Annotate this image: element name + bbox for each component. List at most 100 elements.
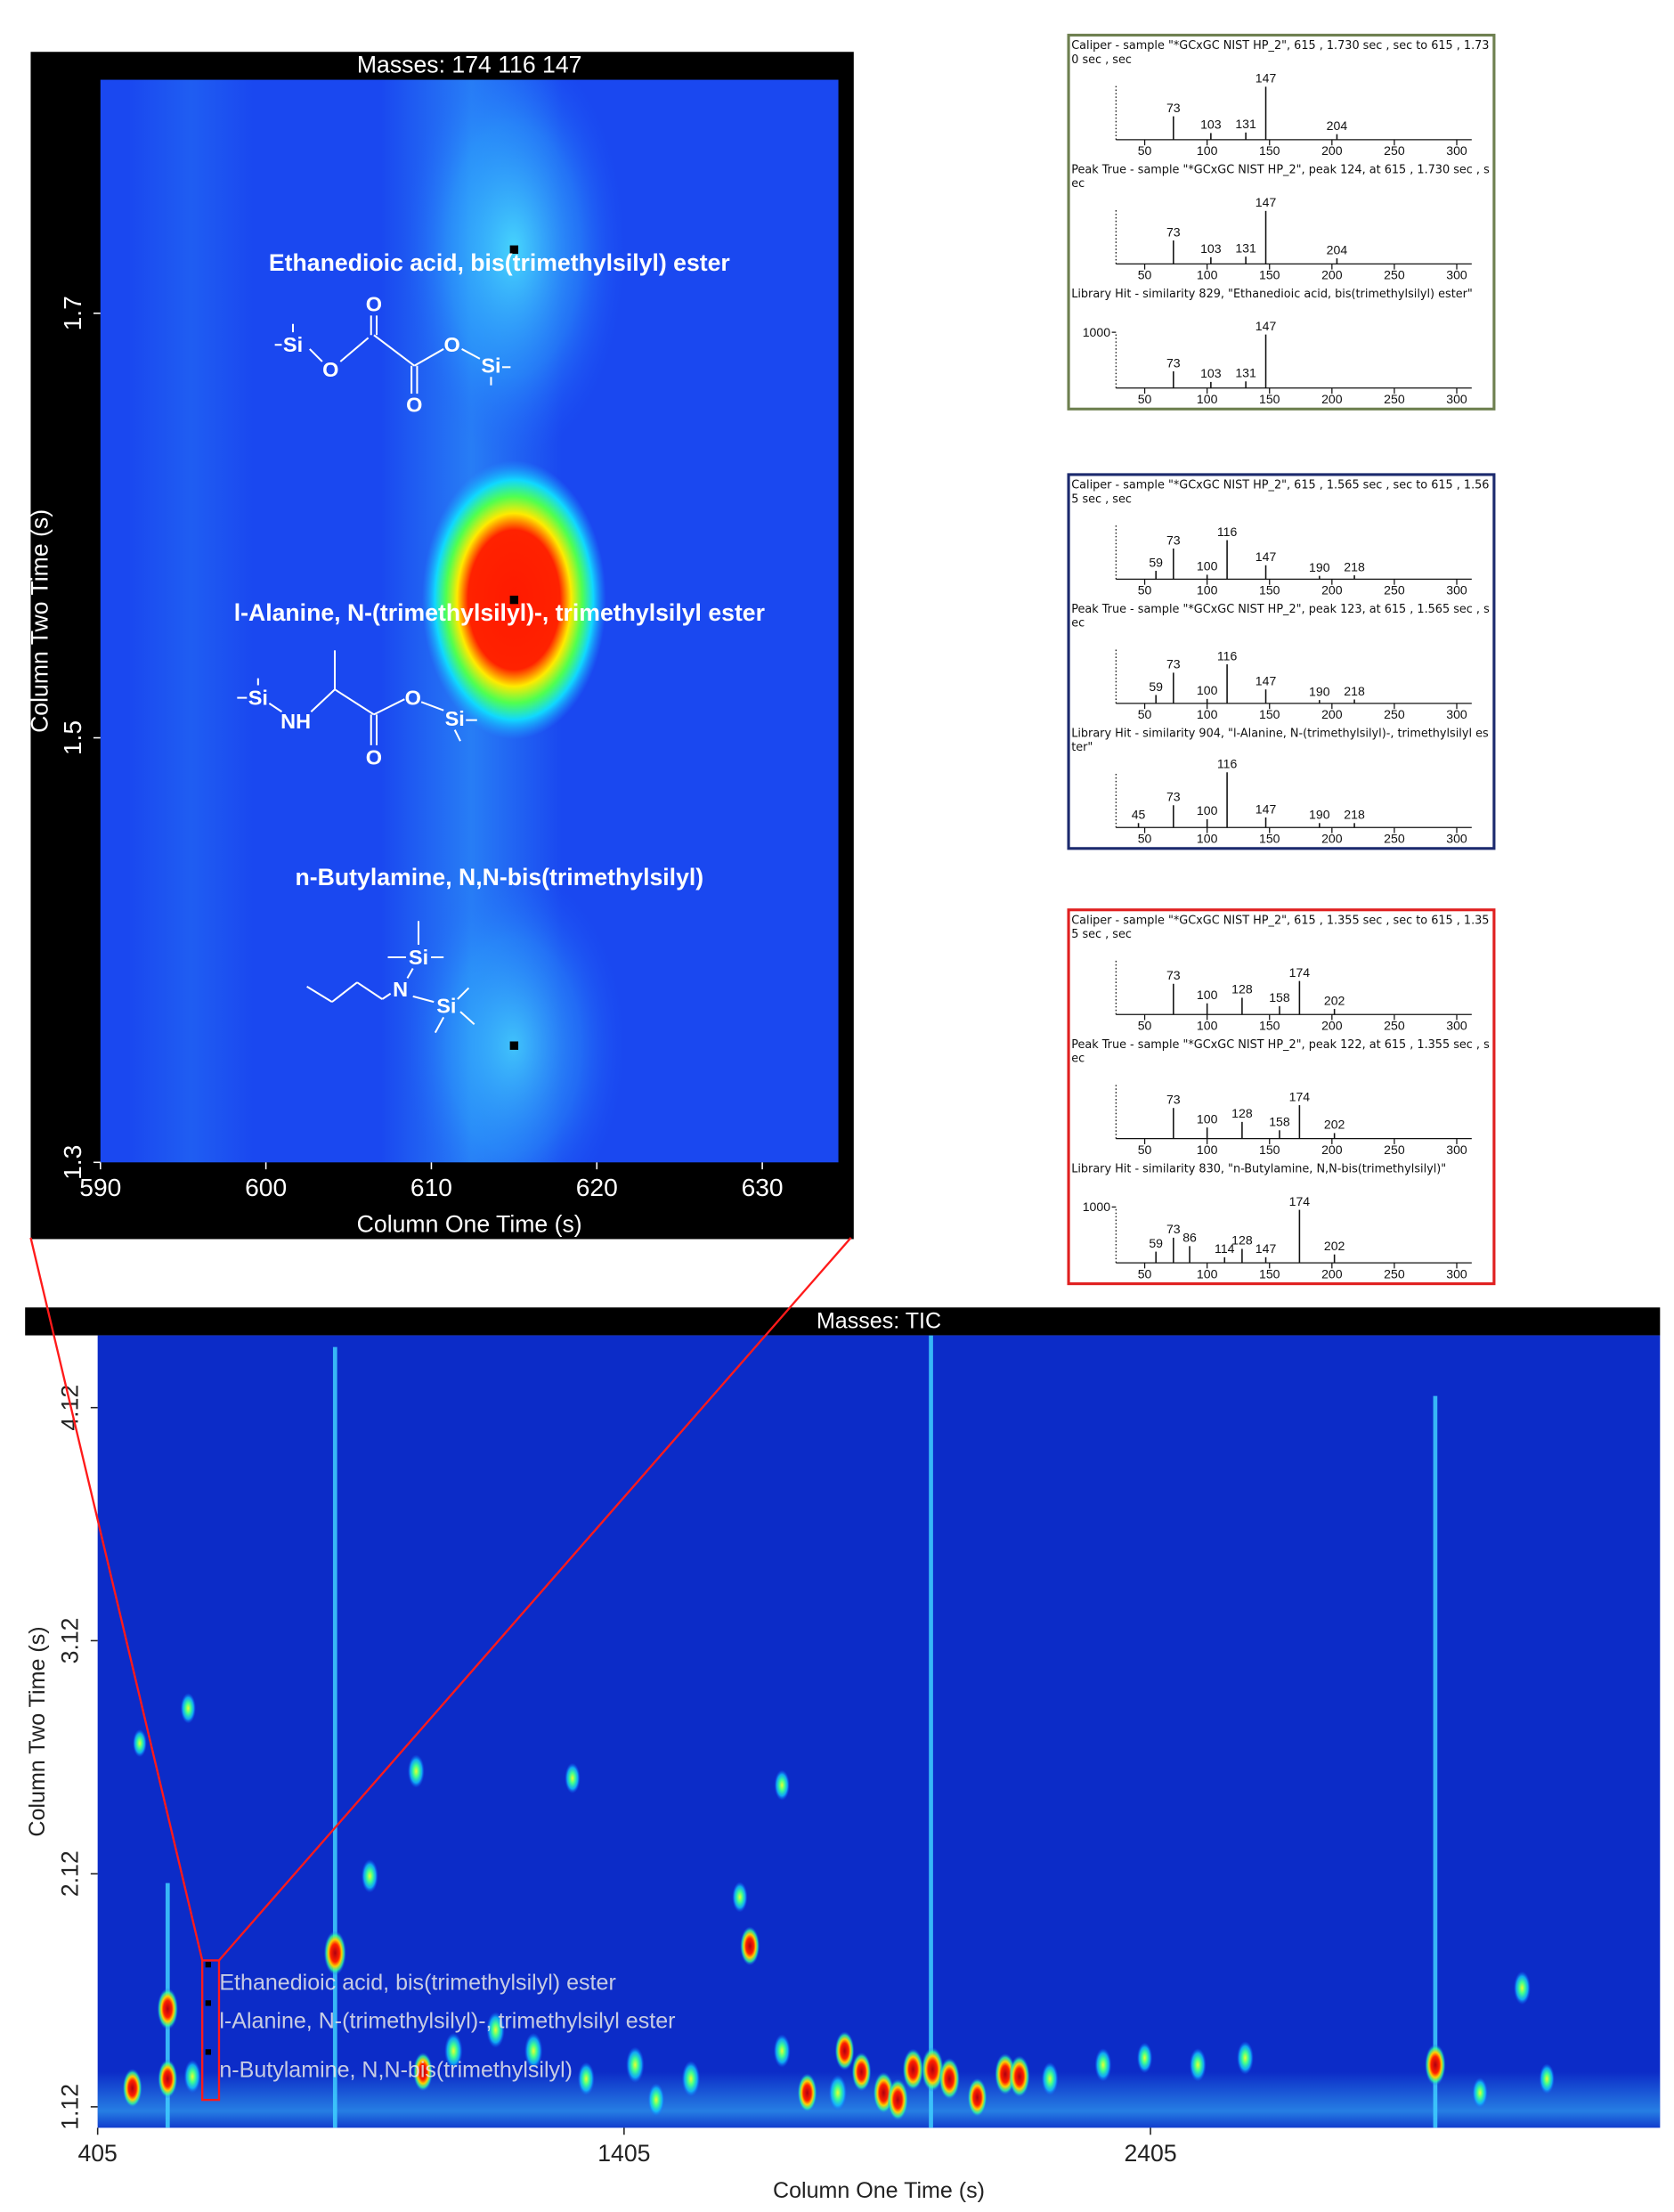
x-tick-label: 250	[1384, 1018, 1405, 1032]
x-tick-label: 200	[1321, 143, 1343, 158]
peak-annotation: Ethanedioic acid, bis(trimethylsilyl) es…	[219, 1970, 615, 1995]
peak-label: 131	[1235, 366, 1256, 380]
spot	[1514, 1972, 1531, 2005]
x-tick-label: 200	[1321, 268, 1343, 282]
peak-label: 116	[1217, 525, 1238, 539]
x-tick-label: 50	[1138, 707, 1152, 721]
peak-annotation: n-Butylamine, N,N-bis(trimethylsilyl)	[296, 864, 704, 890]
spectrum-title: Caliper - sample "*GCxGC NIST HP_2", 615…	[1071, 914, 1492, 940]
y-tick-label: 1000	[1083, 325, 1111, 339]
x-axis-label: Column One Time (s)	[773, 2178, 985, 2203]
peak-label: 73	[1166, 533, 1181, 547]
spot	[578, 2062, 595, 2096]
peak-label: 202	[1324, 993, 1345, 1007]
spot	[1042, 2062, 1059, 2096]
x-tick-label: 150	[1259, 1018, 1280, 1032]
x-tick-label: 100	[1197, 707, 1218, 721]
x-tick-label: 150	[1259, 707, 1280, 721]
peak-label: 128	[1231, 1106, 1253, 1120]
x-tick-label: 250	[1384, 832, 1405, 846]
spot	[1237, 2041, 1254, 2075]
peak-label: 116	[1217, 648, 1238, 663]
x-tick-label: 200	[1321, 1266, 1343, 1281]
x-tick-label: 300	[1446, 707, 1467, 721]
spot	[408, 1754, 425, 1788]
x-tick-label: 50	[1138, 1018, 1152, 1032]
spot	[740, 1926, 760, 1965]
x-tick-label: 50	[1138, 832, 1152, 846]
x-tick-label: 150	[1259, 832, 1280, 846]
peak-label: 218	[1344, 684, 1365, 698]
spectrum-title: Peak True - sample "*GCxGC NIST HP_2", p…	[1071, 164, 1492, 191]
peak-label: 73	[1166, 657, 1181, 671]
atom-label: O	[405, 686, 421, 709]
x-tick-label: 2405	[1124, 2140, 1176, 2167]
peak-label: 174	[1289, 1194, 1311, 1208]
spot	[1094, 2048, 1111, 2082]
x-tick-label: 150	[1259, 583, 1280, 598]
spectrum-title: Caliper - sample "*GCxGC NIST HP_2", 615…	[1071, 479, 1492, 506]
x-tick-label: 50	[1138, 392, 1152, 406]
x-tick-label: 250	[1384, 392, 1405, 406]
peak-label: 147	[1256, 71, 1277, 85]
peak-label: 147	[1256, 801, 1277, 816]
chart-title: Masses: 174 116 147	[357, 52, 582, 78]
peak-label: 73	[1166, 790, 1181, 804]
x-tick-label: 1405	[597, 2140, 650, 2167]
peak-label: 202	[1324, 1118, 1345, 1132]
x-tick-label: 300	[1446, 1018, 1467, 1032]
x-tick-label: 300	[1446, 392, 1467, 406]
x-tick-label: 100	[1197, 832, 1218, 846]
spectrum-title-box: Peak True - sample "*GCxGC NIST HP_2", p…	[1071, 1038, 1492, 1072]
spot	[1473, 2078, 1488, 2108]
y-axis-label: Column Two Time (s)	[25, 1626, 50, 1836]
peak-label: 128	[1231, 982, 1253, 996]
spot	[1137, 2043, 1152, 2073]
atom-label: O	[443, 333, 459, 356]
panel-frame	[1069, 475, 1494, 849]
peak-marker	[206, 2000, 211, 2005]
peak-label: 103	[1200, 118, 1222, 132]
x-tick-label: 200	[1321, 583, 1343, 598]
panel-frame	[1069, 35, 1494, 409]
spot	[648, 2083, 665, 2117]
peak-label: 59	[1149, 679, 1163, 694]
x-tick-label: 100	[1197, 1018, 1218, 1032]
peak-label: 73	[1166, 968, 1181, 982]
peak-label: 174	[1289, 965, 1311, 980]
peak-label: 190	[1309, 684, 1330, 698]
x-tick-label: 50	[1138, 583, 1152, 598]
peak-label: 158	[1269, 990, 1290, 1004]
spot	[324, 1931, 346, 1975]
atom-label: NH	[280, 710, 311, 733]
x-tick-label: 50	[1138, 1266, 1152, 1281]
spectrum-title-box: Caliper - sample "*GCxGC NIST HP_2", 615…	[1071, 39, 1492, 73]
peak-annotation: l-Alanine, N-(trimethylsilyl)-, trimethy…	[234, 599, 765, 626]
x-tick-label: 300	[1446, 268, 1467, 282]
peak-label: 174	[1289, 1089, 1311, 1103]
spot	[181, 1693, 196, 1723]
peak-label: 103	[1200, 241, 1222, 256]
x-tick-label: 200	[1321, 832, 1343, 846]
x-tick-label: 250	[1384, 1143, 1405, 1157]
peak-label: 190	[1309, 808, 1330, 822]
spectrum-title-box: Library Hit - similarity 829, "Ethanedio…	[1071, 288, 1492, 321]
x-tick-label: 300	[1446, 1143, 1467, 1157]
peak-label: 59	[1149, 1236, 1163, 1250]
spectrum-title: Peak True - sample "*GCxGC NIST HP_2", p…	[1071, 603, 1492, 630]
x-tick-label: 250	[1384, 143, 1405, 158]
x-tick-label: 100	[1197, 268, 1218, 282]
peak-label: 131	[1235, 241, 1256, 256]
atom-label: O	[406, 393, 422, 416]
peak-label: 100	[1197, 559, 1218, 573]
spot	[682, 2061, 700, 2097]
x-tick-label: 630	[742, 1173, 784, 1201]
x-tick-label: 50	[1138, 1143, 1152, 1157]
x-tick-label: 250	[1384, 1266, 1405, 1281]
peak-label: 59	[1149, 555, 1163, 569]
x-tick-label: 250	[1384, 583, 1405, 598]
peak-label: 218	[1344, 808, 1365, 822]
atom-label: Si	[409, 946, 428, 969]
x-tick-label: 100	[1197, 1266, 1218, 1281]
spectrum-title: Library Hit - similarity 830, "n-Butylam…	[1071, 1162, 1492, 1175]
